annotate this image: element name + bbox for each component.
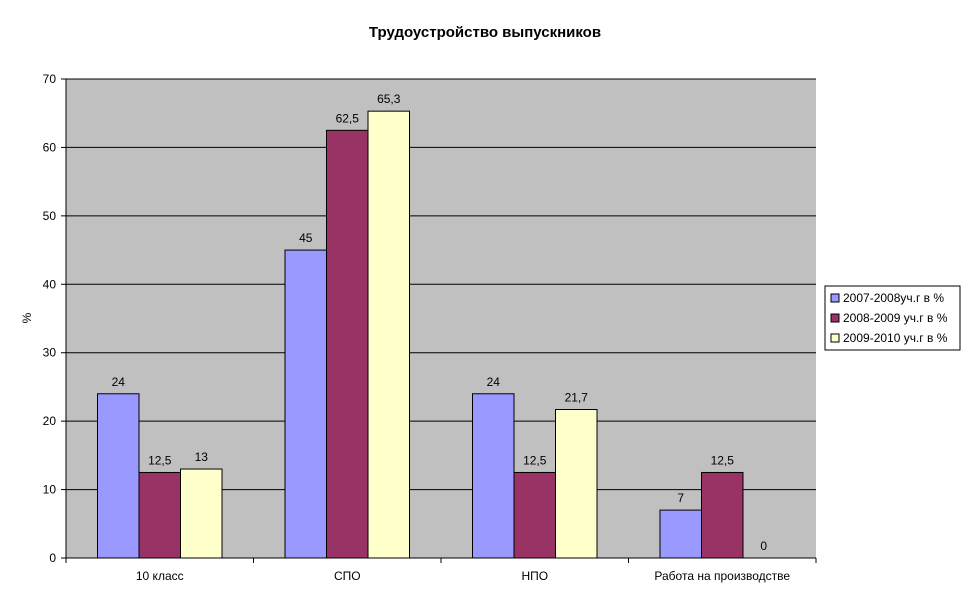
y-tick-label: 50 <box>43 209 57 223</box>
bars <box>97 110 744 559</box>
data-labels: 24 12,5 13 45 62,5 65,3 24 12,5 21,7 7 12,5 0 <box>112 92 768 553</box>
bar <box>555 409 598 559</box>
bar <box>180 468 223 559</box>
data-label: 45 <box>299 231 313 245</box>
y-tick-label: 10 <box>43 483 57 497</box>
data-label: 13 <box>195 450 209 464</box>
y-tick-label: 70 <box>43 72 57 86</box>
x-tick-label: НПО <box>521 569 548 583</box>
data-label: 65,3 <box>377 92 401 106</box>
data-label: 62,5 <box>336 111 360 125</box>
axes <box>61 78 817 563</box>
bar <box>97 393 140 559</box>
legend-label: 2009-2010 уч.г в % <box>843 331 948 345</box>
legend-swatch <box>830 293 840 303</box>
bar <box>138 471 181 559</box>
bar <box>659 509 702 559</box>
bar <box>326 129 369 559</box>
x-tick-label: 10 класс <box>136 569 184 583</box>
bar <box>367 110 410 559</box>
chart-title: Трудоустройство выпускников <box>369 24 601 41</box>
y-tick-label: 60 <box>43 140 57 154</box>
x-tick-labels: 10 класс СПО НПО Работа на производстве <box>136 569 791 583</box>
y-axis-label: % <box>20 312 34 323</box>
legend: 2007-2008уч.г в % 2008-2009 уч.г в % 2009-… <box>824 285 961 351</box>
bar <box>701 471 744 559</box>
y-tick-label: 40 <box>43 277 57 291</box>
bar <box>472 393 515 559</box>
data-label: 24 <box>487 375 501 389</box>
y-tick-label: 30 <box>43 346 57 360</box>
data-label: 12,5 <box>148 453 172 467</box>
legend-swatch <box>830 313 840 323</box>
legend-swatch <box>830 333 840 343</box>
legend-label: 2007-2008уч.г в % <box>843 291 944 305</box>
x-tick-label: Работа на производстве <box>654 569 790 583</box>
y-tick-labels: 0 10 20 30 40 50 60 70 <box>43 72 57 565</box>
data-label: 12,5 <box>523 453 547 467</box>
y-tick-label: 20 <box>43 414 57 428</box>
legend-box <box>824 285 961 351</box>
y-tick-label: 0 <box>49 551 56 565</box>
legend-label: 2008-2009 уч.г в % <box>843 311 948 325</box>
data-label: 12,5 <box>711 453 735 467</box>
data-label: 7 <box>677 491 684 505</box>
bar <box>284 249 327 559</box>
data-label: 21,7 <box>565 391 589 405</box>
bar <box>513 471 556 559</box>
data-label: 24 <box>112 375 126 389</box>
x-tick-label: СПО <box>334 569 361 583</box>
data-label: 0 <box>760 539 767 553</box>
